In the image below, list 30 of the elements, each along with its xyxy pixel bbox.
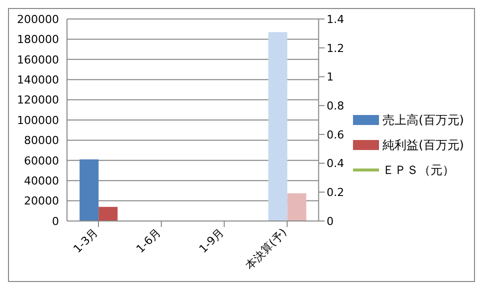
x-tick-label: 1-6月: [134, 226, 164, 256]
y-tick-label: 20000: [24, 194, 59, 208]
x-tick-label: 1-9月: [196, 226, 226, 256]
x-tick-label: 本決算(予): [242, 226, 290, 272]
y-tick-label: 120000: [17, 94, 59, 107]
y2-tick-label: 1: [326, 70, 334, 84]
legend-label: ＥＰＳ（元）: [382, 162, 455, 178]
y-tick-label: 100000: [17, 114, 59, 127]
y2-tick-label: 1.2: [326, 42, 344, 55]
y-tick-label: 160000: [17, 53, 59, 66]
bar: [287, 193, 306, 221]
bar: [268, 32, 288, 221]
y2-tick-label: 0.8: [326, 99, 344, 112]
y-tick-label: 40000: [24, 174, 59, 188]
y-tick-label: 0: [52, 214, 59, 228]
y2-tick-label: 0.6: [326, 128, 344, 142]
y2-tick-label: 1.4: [326, 12, 344, 26]
y2-tick-label: 0.4: [326, 157, 344, 170]
y-tick-label: 80000: [24, 134, 59, 148]
y-tick-label: 200000: [17, 12, 59, 26]
legend-label: 純利益(百万元): [382, 136, 464, 154]
y-tick-label: 140000: [17, 74, 59, 87]
x-tick-label: 1-3月: [70, 226, 101, 256]
y2-tick-label: 0: [326, 214, 334, 228]
bar: [98, 206, 118, 221]
bar: [80, 159, 99, 221]
legend-label: 売上高(百万元): [382, 112, 464, 128]
y2-tick-label: 0.2: [326, 186, 344, 200]
y-tick-label: 60000: [24, 154, 59, 168]
y-tick-label: 180000: [17, 33, 59, 46]
